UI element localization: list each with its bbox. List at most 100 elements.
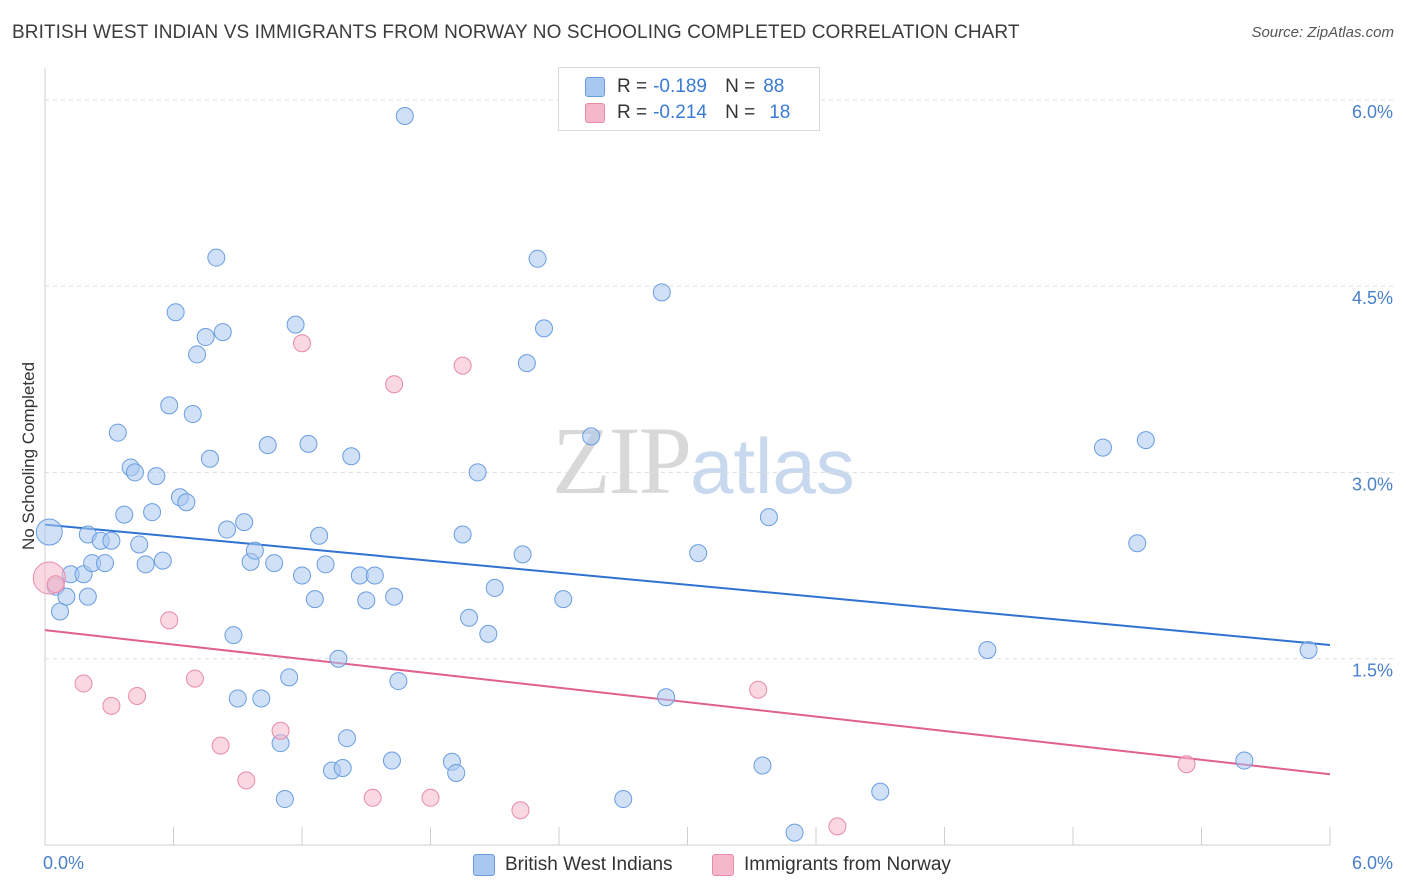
y-tick-label: 1.5% xyxy=(1352,661,1393,681)
point-immigrants-from-norway xyxy=(363,788,382,807)
legend-row-immigrants-from-norway: R = -0.214 N = 18 xyxy=(585,101,790,125)
point-british-west-indians xyxy=(517,354,536,373)
bottom-legend-swatch-blue xyxy=(473,854,495,876)
point-british-west-indians xyxy=(382,751,401,770)
point-british-west-indians xyxy=(50,602,69,621)
point-british-west-indians xyxy=(333,759,352,777)
point-british-west-indians xyxy=(978,641,997,660)
point-british-west-indians xyxy=(218,520,237,539)
point-british-west-indians xyxy=(535,319,554,338)
point-british-west-indians xyxy=(468,463,487,482)
point-british-west-indians xyxy=(265,554,284,573)
point-british-west-indians xyxy=(196,328,215,347)
data-points xyxy=(32,106,1318,842)
point-british-west-indians xyxy=(337,729,356,748)
point-british-west-indians xyxy=(582,427,601,446)
point-british-west-indians xyxy=(293,566,311,585)
point-british-west-indians xyxy=(305,590,324,609)
y-axis-title: No Schooling Completed xyxy=(19,362,38,550)
point-british-west-indians xyxy=(224,626,243,645)
point-british-west-indians xyxy=(228,689,247,708)
point-british-west-indians xyxy=(1299,641,1318,660)
point-immigrants-from-norway xyxy=(102,696,121,715)
point-british-west-indians xyxy=(479,624,498,643)
trend-line-immigrants-from-norway xyxy=(44,629,1331,776)
point-immigrants-from-norway xyxy=(749,680,768,699)
point-immigrants-from-norway xyxy=(160,611,179,630)
bottom-legend-swatch-pink xyxy=(712,854,734,876)
point-british-west-indians xyxy=(528,249,547,268)
watermark: ZIPatlas xyxy=(552,405,855,516)
point-british-west-indians xyxy=(1136,431,1155,450)
point-british-west-indians xyxy=(35,518,63,546)
watermark-zip: ZIP xyxy=(552,407,692,514)
point-british-west-indians xyxy=(245,541,264,560)
point-british-west-indians xyxy=(329,649,348,668)
point-immigrants-from-norway xyxy=(511,801,530,820)
point-british-west-indians xyxy=(207,248,226,267)
point-british-west-indians xyxy=(513,545,532,564)
watermark-atlas: atlas xyxy=(690,422,855,510)
x-tick-label: 0.0% xyxy=(43,853,84,873)
y-tick-label: 3.0% xyxy=(1352,474,1393,494)
point-british-west-indians xyxy=(177,493,196,512)
point-british-west-indians xyxy=(365,566,384,585)
point-british-west-indians xyxy=(115,505,134,524)
bottom-legend-immigrants-from-norway: Immigrants from Norway xyxy=(712,852,951,878)
point-british-west-indians xyxy=(554,590,573,609)
point-immigrants-from-norway xyxy=(74,674,93,693)
point-british-west-indians xyxy=(310,526,329,545)
point-british-west-indians xyxy=(350,566,369,585)
point-british-west-indians xyxy=(95,554,114,573)
point-british-west-indians xyxy=(485,578,504,597)
point-british-west-indians xyxy=(213,323,232,342)
point-british-west-indians xyxy=(166,303,185,322)
point-british-west-indians xyxy=(753,756,772,775)
point-british-west-indians xyxy=(252,689,271,708)
point-british-west-indians xyxy=(395,106,414,125)
point-british-west-indians xyxy=(200,449,219,468)
point-british-west-indians xyxy=(130,535,149,554)
point-british-west-indians xyxy=(357,591,376,610)
point-british-west-indians xyxy=(1128,534,1147,553)
legend-r-value: -0.189 xyxy=(653,76,707,97)
point-immigrants-from-norway xyxy=(828,817,847,836)
point-british-west-indians xyxy=(342,447,361,466)
point-british-west-indians xyxy=(235,513,254,532)
point-british-west-indians xyxy=(460,608,479,627)
legend-swatch-pink xyxy=(585,103,605,123)
point-british-west-indians xyxy=(759,508,778,527)
point-immigrants-from-norway xyxy=(385,375,404,394)
point-british-west-indians xyxy=(299,434,318,453)
point-british-west-indians xyxy=(125,463,144,482)
legend-r-value: -0.214 xyxy=(653,102,707,123)
legend-r-label: R = xyxy=(617,76,648,97)
point-british-west-indians xyxy=(316,555,335,574)
point-british-west-indians xyxy=(385,587,404,606)
point-immigrants-from-norway xyxy=(1177,755,1196,774)
point-british-west-indians xyxy=(652,283,671,302)
legend-n-label: N = xyxy=(725,76,756,97)
legend-n-value: 88 xyxy=(763,76,785,97)
legend-n-label: N = xyxy=(725,102,756,123)
chart-title: BRITISH WEST INDIAN VS IMMIGRANTS FROM N… xyxy=(12,22,1020,43)
bottom-legend-label: Immigrants from Norway xyxy=(744,854,951,875)
point-british-west-indians xyxy=(57,587,76,606)
source-credit: Source: ZipAtlas.com xyxy=(1251,24,1394,41)
x-tick-label: 6.0% xyxy=(1352,853,1393,873)
point-british-west-indians xyxy=(389,672,408,691)
point-british-west-indians xyxy=(614,790,633,809)
point-british-west-indians xyxy=(183,405,202,424)
point-british-west-indians xyxy=(1093,438,1112,457)
tick-labels: 1.5% 3.0% 4.5% 6.0% 0.0% 6.0% xyxy=(43,102,1393,873)
bottom-legend-british-west-indians: British West Indians xyxy=(473,852,673,878)
point-british-west-indians xyxy=(153,551,172,570)
point-british-west-indians xyxy=(453,525,472,544)
y-tick-label: 6.0% xyxy=(1352,102,1393,122)
point-british-west-indians xyxy=(188,345,207,364)
trend-lines xyxy=(44,523,1331,776)
point-immigrants-from-norway xyxy=(293,334,311,353)
legend-swatch-blue xyxy=(585,77,605,97)
point-immigrants-from-norway xyxy=(128,686,147,705)
